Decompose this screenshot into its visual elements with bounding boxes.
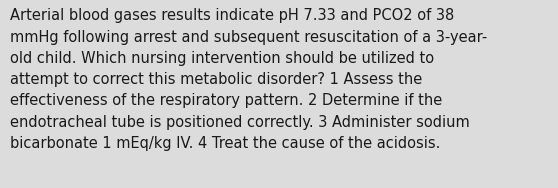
Text: Arterial blood gases results indicate pH 7.33 and PCO2 of 38
mmHg following arre: Arterial blood gases results indicate pH… [10, 8, 487, 151]
